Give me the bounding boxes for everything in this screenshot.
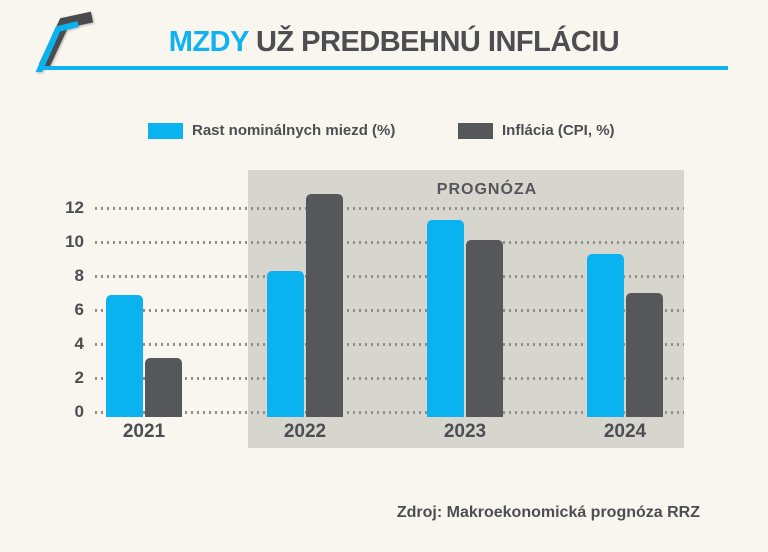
bar-wages-2021 <box>106 294 143 417</box>
page-title-rest: UŽ PREDBEHNÚ INFLÁCIU <box>248 26 620 58</box>
gridline-8 <box>95 275 684 278</box>
y-tick-8: 8 <box>74 266 84 285</box>
page-title-accent: MZDY <box>168 26 249 58</box>
bar-inflation-2023 <box>466 240 503 417</box>
gridline-0 <box>95 411 684 414</box>
gridline-4 <box>95 343 684 346</box>
bar-inflation-2021 <box>145 357 182 417</box>
legend-label-inflation: Inflácia (CPI, %) <box>502 122 615 139</box>
gridline-2 <box>95 377 684 380</box>
x-tick-2021: 2021 <box>122 421 166 442</box>
legend-label-wages: Rast nominálnych miezd (%) <box>192 122 396 139</box>
gridline-6 <box>95 309 684 312</box>
y-tick-2: 2 <box>74 368 84 387</box>
x-tick-2022: 2022 <box>283 421 327 442</box>
x-tick-2024: 2024 <box>603 421 647 442</box>
forecast-label: PROGNÓZA <box>436 181 538 198</box>
rrz-logo <box>28 8 100 77</box>
gridline-12 <box>95 207 684 210</box>
y-tick-10: 10 <box>65 232 84 251</box>
x-tick-2023: 2023 <box>443 421 487 442</box>
source-note: Zdroj: Makroekonomická prognóza RRZ <box>396 504 700 521</box>
page-title: MZDY UŽ PREDBEHNÚ INFLÁCIU <box>40 26 748 59</box>
legend-swatch-inflation <box>458 122 493 139</box>
bar-wages-2024 <box>587 253 624 417</box>
bar-wages-2023 <box>427 219 464 417</box>
gridline-10 <box>95 241 684 244</box>
legend-item-inflation: Inflácia (CPI, %) <box>458 122 615 139</box>
y-tick-0: 0 <box>74 402 84 421</box>
bar-inflation-2024 <box>626 293 663 417</box>
y-tick-12: 12 <box>65 198 84 217</box>
y-tick-4: 4 <box>74 334 84 353</box>
legend-swatch-wages <box>148 122 183 139</box>
legend-item-wages: Rast nominálnych miezd (%) <box>148 122 395 139</box>
title-underline <box>43 66 728 70</box>
bar-inflation-2022 <box>306 194 343 417</box>
y-tick-6: 6 <box>74 300 84 319</box>
bar-wages-2022 <box>267 270 304 417</box>
